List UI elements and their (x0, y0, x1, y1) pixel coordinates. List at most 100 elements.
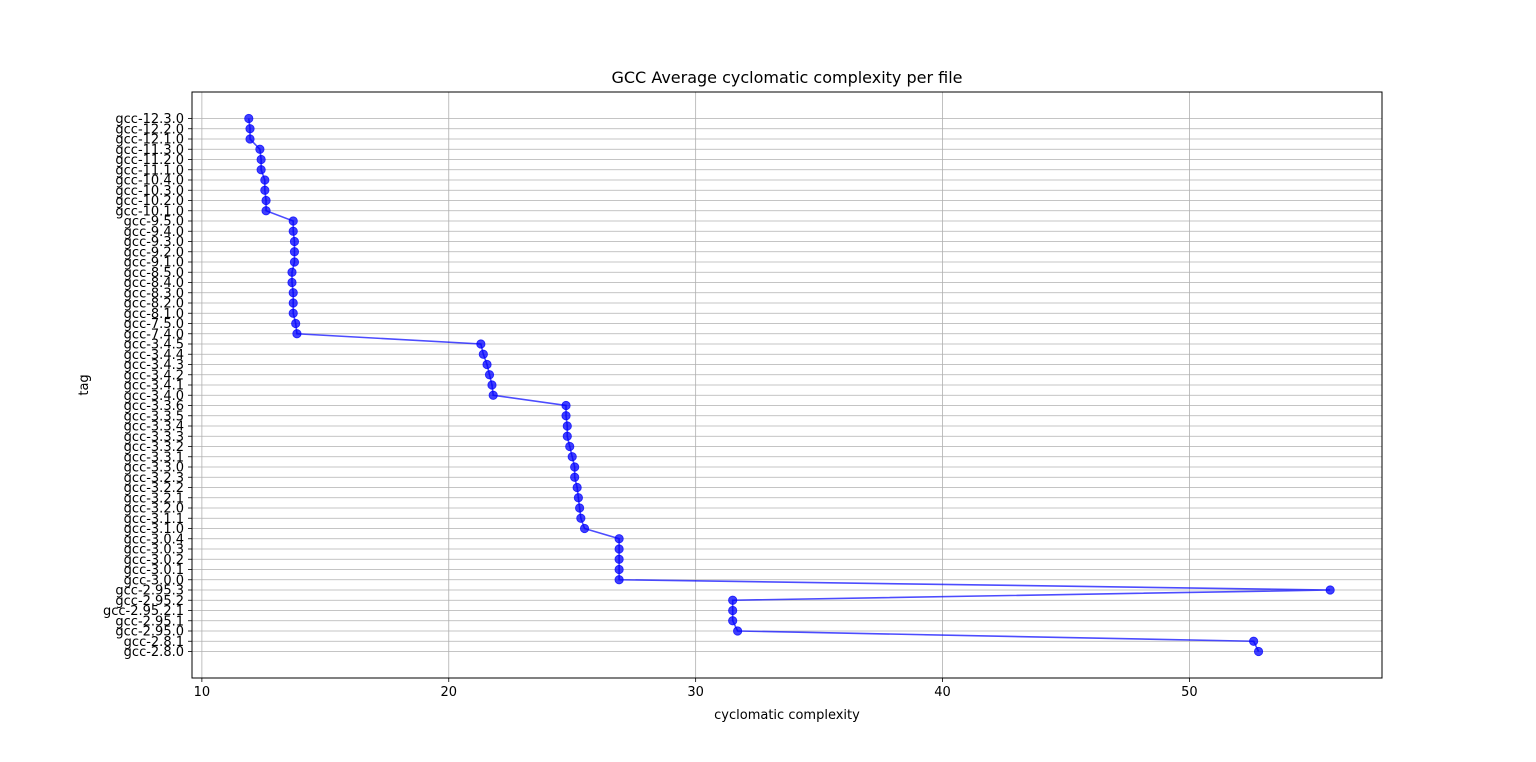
data-point (562, 421, 572, 431)
y-tick-label: gcc-3.3.2 (124, 440, 184, 455)
y-tick-label: gcc-3.4.5 (124, 338, 184, 353)
y-tick-label: gcc-2.95.1 (115, 614, 184, 629)
data-point (567, 452, 577, 462)
data-point (562, 431, 572, 441)
x-tick-label: 40 (934, 685, 951, 700)
y-tick-label: gcc-12.3.0 (115, 112, 184, 127)
data-point (260, 175, 270, 185)
chart-title: GCC Average cyclomatic complexity per fi… (611, 68, 962, 87)
y-tick-label: gcc-3.1.0 (124, 522, 184, 537)
y-axis-title: tag (77, 374, 92, 395)
y-tick-label: gcc-9.1.0 (124, 256, 184, 271)
y-tick-label: gcc-2.95.3 (115, 584, 184, 599)
data-point (1325, 585, 1335, 595)
data-point (260, 185, 270, 195)
data-point (733, 626, 743, 636)
data-point (288, 308, 298, 318)
y-tick-label: gcc-2.95.2.1 (103, 604, 184, 619)
y-tick-label: gcc-3.3.5 (124, 409, 184, 424)
data-point (287, 267, 297, 277)
y-tick-label: gcc-9.4.0 (124, 225, 184, 240)
data-point (261, 195, 271, 206)
y-axis-ticks: gcc-12.3.0gcc-12.2.0gcc-12.1.0gcc-11.3.0… (103, 112, 192, 660)
y-tick-label: gcc-3.2.2 (124, 481, 184, 496)
data-point (245, 134, 255, 144)
y-tick-label: gcc-9.2.0 (124, 245, 184, 260)
data-points (244, 113, 1335, 657)
y-tick-label: gcc-10.2.0 (115, 194, 184, 209)
data-point (245, 124, 255, 134)
y-tick-label: gcc-3.4.2 (124, 368, 184, 383)
data-point (289, 247, 300, 257)
data-point (728, 616, 738, 626)
y-tick-label: gcc-2.8.1 (124, 635, 184, 650)
data-point (288, 298, 298, 308)
data-point (488, 390, 498, 400)
data-point (256, 154, 266, 165)
y-tick-label: gcc-3.0.1 (124, 563, 184, 578)
data-point (287, 277, 297, 288)
y-tick-label: gcc-8.1.0 (124, 307, 184, 322)
y-tick-label: gcc-2.95.0 (115, 625, 184, 640)
data-point (289, 257, 300, 267)
x-tick-label: 10 (194, 685, 211, 700)
data-point (478, 349, 488, 359)
y-tick-label: gcc-11.2.0 (115, 153, 184, 168)
y-tick-label: gcc-10.4.0 (115, 174, 184, 189)
data-point (476, 339, 486, 349)
data-point (1253, 646, 1264, 657)
data-point (575, 503, 585, 513)
y-tick-label: gcc-11.3.0 (115, 143, 184, 158)
data-point (244, 113, 254, 124)
data-point (482, 359, 492, 370)
y-tick-label: gcc-3.2.3 (124, 471, 184, 486)
data-point (291, 318, 301, 329)
y-tick-label: gcc-3.2.1 (124, 491, 184, 506)
y-tick-label: gcc-3.4.0 (124, 389, 184, 404)
data-point (579, 523, 590, 534)
y-tick-label: gcc-7.5.0 (124, 317, 184, 332)
y-tick-label: gcc-3.0.3 (124, 543, 184, 558)
data-point (261, 206, 271, 216)
data-point (572, 482, 582, 493)
data-point (561, 400, 571, 411)
y-tick-label: gcc-12.2.0 (115, 122, 184, 137)
y-tick-label: gcc-3.4.1 (124, 379, 184, 394)
grid-lines (192, 92, 1382, 678)
y-tick-label: gcc-11.1.0 (115, 163, 184, 178)
y-tick-label: gcc-3.3.3 (124, 430, 184, 445)
data-point (728, 595, 738, 605)
y-tick-label: gcc-3.0.0 (124, 573, 184, 588)
y-tick-label: gcc-10.3.0 (115, 184, 184, 199)
y-tick-label: gcc-3.3.0 (124, 461, 184, 476)
data-point (614, 544, 624, 554)
data-point (288, 226, 298, 236)
data-point (573, 493, 583, 503)
y-tick-label: gcc-10.1.0 (115, 204, 184, 219)
y-tick-label: gcc-3.0.2 (124, 553, 184, 568)
y-tick-label: gcc-7.4.0 (124, 327, 184, 342)
y-tick-label: gcc-8.3.0 (124, 286, 184, 301)
data-point (728, 605, 738, 616)
y-tick-label: gcc-3.3.1 (124, 450, 184, 465)
data-point (292, 329, 302, 339)
data-point (288, 216, 298, 226)
data-point (614, 534, 624, 544)
y-tick-label: gcc-8.5.0 (124, 266, 184, 281)
data-point (289, 236, 300, 247)
y-tick-label: gcc-3.1.1 (124, 512, 184, 527)
x-axis-title: cyclomatic complexity (714, 708, 860, 723)
y-tick-label: gcc-3.3.4 (124, 420, 184, 435)
y-tick-label: gcc-9.3.0 (124, 235, 184, 250)
y-tick-label: gcc-3.4.4 (124, 348, 184, 363)
y-tick-label: gcc-2.8.0 (124, 645, 184, 660)
data-point (614, 575, 624, 585)
data-point (614, 554, 624, 564)
data-point (576, 513, 586, 523)
data-point (484, 370, 495, 380)
y-tick-label: gcc-12.1.0 (115, 133, 184, 148)
y-tick-label: gcc-3.4.3 (124, 358, 184, 373)
y-tick-label: gcc-3.0.4 (124, 532, 184, 547)
y-tick-label: gcc-3.2.0 (124, 502, 184, 517)
